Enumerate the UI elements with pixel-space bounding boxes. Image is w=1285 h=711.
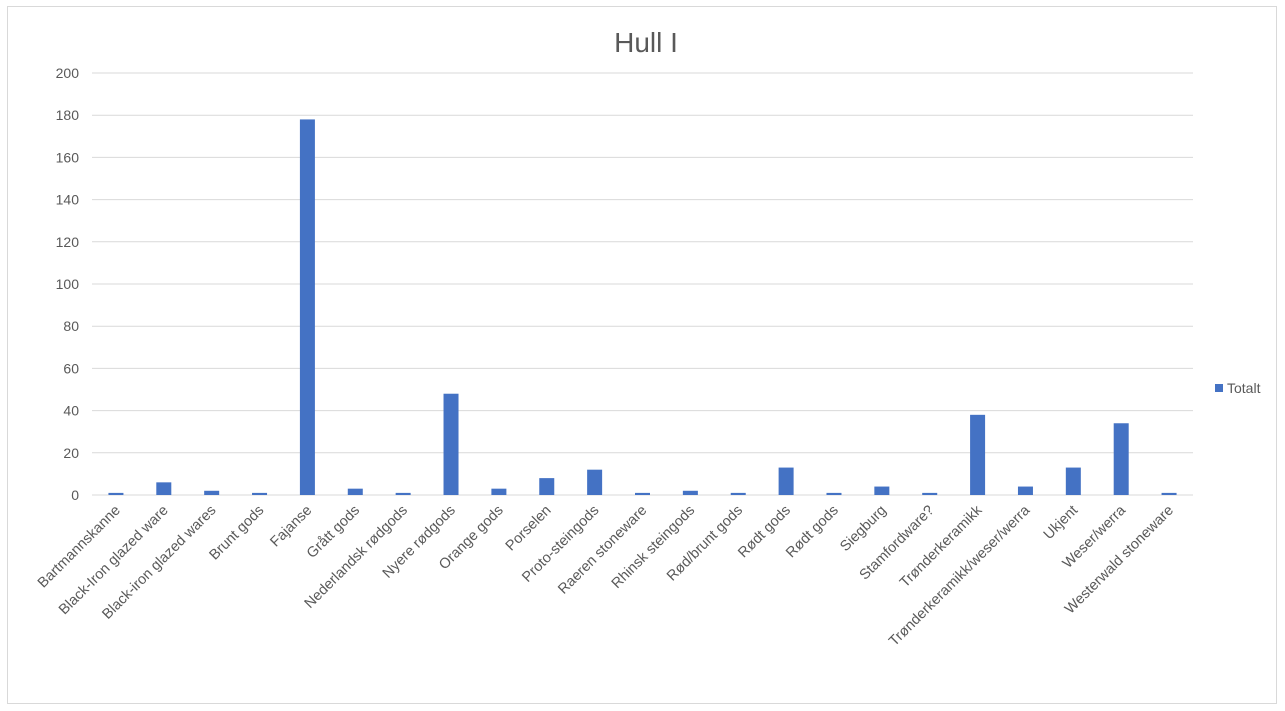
bar bbox=[826, 492, 842, 495]
x-category-label: Trønderkeramikk bbox=[897, 502, 986, 591]
y-tick-label: 20 bbox=[63, 445, 79, 461]
x-category-label: Ukjent bbox=[1041, 503, 1081, 543]
bar bbox=[156, 482, 172, 495]
gridlines bbox=[92, 72, 1193, 496]
bar bbox=[922, 492, 938, 495]
x-category-label: Bartmannskanne bbox=[35, 503, 124, 592]
bar bbox=[252, 492, 268, 495]
bar bbox=[299, 119, 315, 496]
bar bbox=[347, 488, 363, 495]
bar bbox=[778, 467, 794, 495]
legend-label: Totalt bbox=[1227, 380, 1261, 396]
bar bbox=[682, 490, 698, 495]
y-tick-label: 60 bbox=[63, 360, 79, 376]
y-tick-label: 0 bbox=[71, 487, 79, 503]
y-tick-label: 200 bbox=[56, 65, 80, 81]
bar bbox=[730, 492, 746, 495]
bar bbox=[874, 486, 890, 495]
legend: Totalt bbox=[1215, 380, 1261, 396]
bar bbox=[1017, 486, 1033, 495]
x-category-label: Fajanse bbox=[267, 503, 315, 551]
x-category-label: Rødt gods bbox=[783, 503, 842, 562]
bar bbox=[539, 478, 555, 495]
bar bbox=[587, 469, 603, 495]
bar bbox=[443, 393, 459, 495]
y-tick-label: 80 bbox=[63, 318, 79, 334]
bar bbox=[108, 492, 124, 495]
chart-title: Hull I bbox=[614, 27, 678, 58]
chart-area: Hull I 0 20 40 60 80 100 120 140 160 180 200 Bartm… bbox=[7, 6, 1277, 704]
bar-series bbox=[108, 119, 1177, 496]
bar bbox=[1113, 423, 1129, 495]
x-category-label: Rhinsk steingods bbox=[609, 503, 698, 592]
bar bbox=[491, 488, 507, 495]
bar bbox=[1065, 467, 1081, 495]
bar bbox=[204, 490, 220, 495]
y-tick-label: 160 bbox=[56, 149, 80, 165]
y-tick-label: 100 bbox=[56, 276, 80, 292]
x-category-label: Raeren stoneware bbox=[555, 503, 650, 598]
bar bbox=[635, 492, 650, 495]
y-tick-label: 40 bbox=[63, 403, 79, 419]
bar-chart: Hull I 0 20 40 60 80 100 120 140 160 180 200 Bartm… bbox=[35, 27, 1261, 650]
y-tick-label: 140 bbox=[56, 192, 80, 208]
legend-swatch bbox=[1215, 384, 1223, 392]
bar bbox=[395, 492, 411, 495]
bar bbox=[970, 414, 986, 495]
bar bbox=[1161, 492, 1177, 495]
y-tick-label: 120 bbox=[56, 234, 80, 250]
y-axis-ticks: 0 20 40 60 80 100 120 140 160 180 200 bbox=[56, 65, 80, 503]
y-tick-label: 180 bbox=[56, 107, 80, 123]
